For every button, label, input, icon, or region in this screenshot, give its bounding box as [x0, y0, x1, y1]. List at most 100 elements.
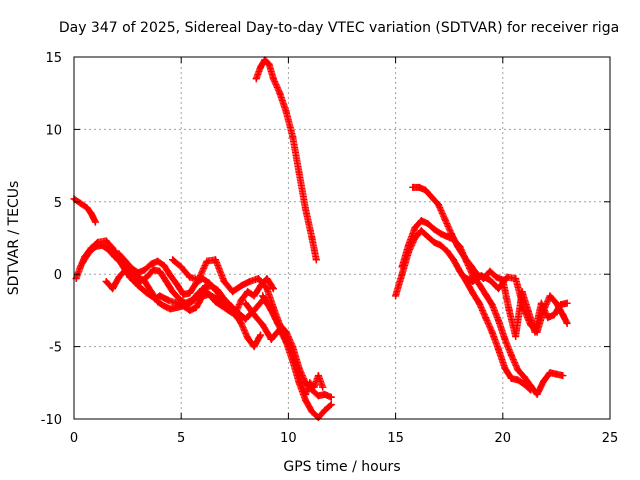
data-point — [188, 296, 196, 304]
data-point — [201, 283, 209, 291]
data-point — [321, 390, 329, 398]
data-point — [76, 263, 84, 271]
data-point — [218, 293, 226, 301]
data-point — [154, 298, 162, 306]
data-point — [527, 321, 535, 329]
series-track-m — [460, 272, 571, 336]
data-point — [199, 292, 207, 300]
data-point — [492, 273, 500, 281]
data-point — [563, 299, 571, 307]
y-tick-label: 15 — [45, 51, 62, 66]
data-point — [244, 334, 252, 342]
data-point — [552, 299, 560, 307]
data-point — [91, 218, 99, 226]
series-track-l — [409, 183, 571, 340]
x-tick-label: 5 — [177, 431, 185, 446]
data-point — [507, 374, 515, 382]
data-point — [495, 285, 503, 293]
data-point — [175, 295, 183, 303]
data-point — [179, 302, 187, 310]
data-point — [437, 241, 445, 249]
data-point — [302, 390, 310, 398]
data-point — [314, 414, 322, 422]
data-point — [98, 241, 106, 249]
data-point — [205, 290, 213, 298]
data-point — [237, 282, 245, 290]
data-point — [514, 366, 522, 374]
data-point — [224, 301, 232, 309]
data-point — [205, 279, 213, 287]
series-trace — [70, 195, 99, 226]
data-point — [321, 406, 329, 414]
data-point — [83, 204, 91, 212]
data-point — [475, 299, 483, 307]
data-point — [156, 267, 164, 275]
data-point — [559, 311, 567, 319]
data-point — [143, 273, 151, 281]
data-point — [505, 306, 513, 314]
data-point — [434, 201, 442, 209]
data-point — [269, 75, 277, 83]
data-point — [250, 292, 258, 300]
data-point — [85, 248, 93, 256]
data-point — [289, 133, 297, 141]
data-point — [274, 319, 282, 327]
series-track-a — [70, 195, 99, 226]
data-point — [482, 314, 490, 322]
data-point — [166, 305, 174, 313]
data-point — [267, 306, 275, 314]
data-point — [540, 306, 548, 314]
data-point — [186, 273, 194, 281]
data-point — [134, 282, 142, 290]
data-point — [486, 267, 494, 275]
data-point — [546, 292, 554, 300]
data-point — [312, 256, 320, 264]
data-point — [507, 351, 515, 359]
data-point — [512, 332, 520, 340]
data-point — [520, 373, 528, 381]
data-point — [173, 304, 181, 312]
data-point — [424, 233, 432, 241]
data-point — [486, 276, 494, 284]
data-point — [102, 277, 110, 285]
data-point — [269, 285, 277, 293]
data-point — [173, 280, 181, 288]
data-point — [308, 408, 316, 416]
data-point — [218, 302, 226, 310]
data-points — [70, 56, 571, 422]
data-point — [115, 273, 123, 281]
data-point — [186, 289, 194, 297]
data-point — [409, 183, 417, 191]
y-tick-label: 0 — [54, 268, 62, 283]
data-point — [512, 275, 520, 283]
data-point — [244, 288, 252, 296]
data-point — [460, 253, 468, 261]
data-point — [169, 256, 177, 264]
data-point — [559, 372, 567, 380]
data-point — [310, 383, 318, 391]
chart-title: Day 347 of 2025, Sidereal Day-to-day VTE… — [59, 20, 619, 36]
data-point — [469, 277, 477, 285]
data-point — [319, 383, 327, 391]
data-point — [162, 277, 170, 285]
data-point — [437, 230, 445, 238]
data-point — [242, 315, 250, 323]
series-track-h — [259, 292, 327, 398]
data-point — [250, 311, 258, 319]
data-point — [441, 215, 449, 223]
data-point — [257, 63, 265, 71]
data-point — [314, 372, 322, 380]
data-point — [398, 270, 406, 278]
data-point — [550, 311, 558, 319]
series-track-f — [169, 256, 335, 401]
data-point — [392, 292, 400, 300]
data-point — [237, 319, 245, 327]
data-point — [308, 234, 316, 242]
data-point — [177, 263, 185, 271]
data-point — [186, 306, 194, 314]
data-point — [259, 292, 267, 300]
data-point — [141, 266, 149, 274]
data-point — [212, 256, 220, 264]
data-point — [443, 247, 451, 255]
